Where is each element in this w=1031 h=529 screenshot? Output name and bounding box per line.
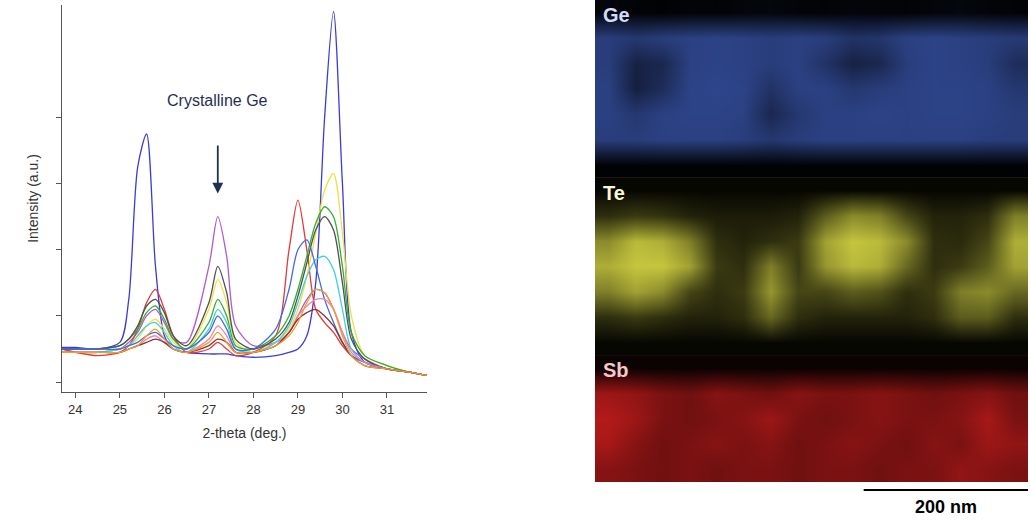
svg-text:24: 24 (68, 402, 82, 417)
svg-text:Sb: Sb (603, 359, 629, 381)
svg-text:2-theta (deg.): 2-theta (deg.) (202, 425, 286, 441)
svg-text:Crystalline Ge: Crystalline Ge (167, 92, 268, 109)
svg-text:25: 25 (113, 402, 127, 417)
svg-text:Te: Te (603, 182, 625, 204)
svg-text:Intensity (a.u.): Intensity (a.u.) (25, 154, 41, 243)
svg-text:31: 31 (380, 402, 394, 417)
svg-text:28: 28 (246, 402, 260, 417)
svg-text:Ge: Ge (603, 4, 630, 26)
svg-text:200 nm: 200 nm (915, 497, 977, 517)
svg-text:30: 30 (335, 402, 349, 417)
svg-text:29: 29 (291, 402, 305, 417)
svg-text:27: 27 (202, 402, 216, 417)
svg-text:26: 26 (157, 402, 171, 417)
